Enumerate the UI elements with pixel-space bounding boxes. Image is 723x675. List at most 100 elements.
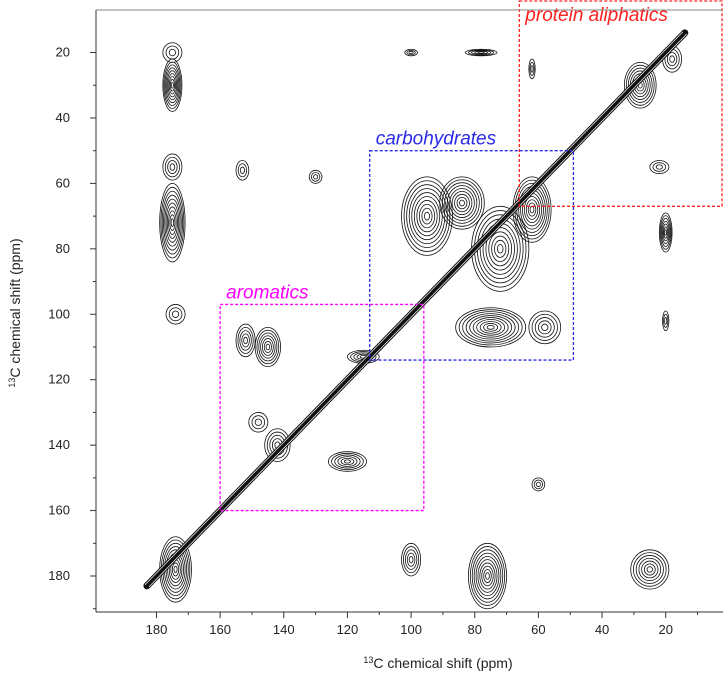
contour-level bbox=[483, 569, 492, 583]
contour-level bbox=[413, 196, 441, 237]
contour-level bbox=[469, 546, 506, 606]
contour-level bbox=[467, 542, 507, 610]
contour-level bbox=[630, 549, 670, 590]
contour-level bbox=[496, 244, 504, 254]
contour-level bbox=[403, 546, 420, 574]
x-tick-label: 60 bbox=[531, 622, 545, 637]
x-tick-label: 160 bbox=[209, 622, 231, 637]
contour-peak bbox=[235, 323, 256, 358]
contour-level bbox=[262, 338, 274, 356]
contour-level bbox=[451, 190, 473, 216]
contour-level bbox=[171, 310, 180, 318]
contour-peak bbox=[165, 304, 186, 325]
contour-level bbox=[439, 176, 485, 230]
contour-level bbox=[258, 332, 278, 362]
contour-level bbox=[486, 324, 495, 330]
contour-peak bbox=[630, 549, 670, 590]
contour-level bbox=[162, 153, 183, 181]
contour-peak bbox=[159, 183, 186, 263]
region-box bbox=[518, 0, 723, 207]
y-ticks: 20 40 60 80 100 120 140 160 180 bbox=[48, 45, 96, 610]
contour-peak bbox=[404, 48, 418, 57]
contour-peak bbox=[528, 58, 536, 80]
contour-level bbox=[237, 163, 248, 178]
contour-peak bbox=[658, 212, 673, 253]
y-tick-label: 80 bbox=[56, 241, 70, 256]
contour-peak bbox=[327, 451, 367, 472]
contour-level bbox=[660, 218, 671, 247]
contour-level bbox=[164, 64, 181, 107]
diagonal-contour-gap bbox=[144, 31, 684, 586]
contour-level bbox=[441, 179, 483, 227]
contour-level bbox=[167, 160, 178, 174]
contour-peak bbox=[455, 307, 527, 348]
contour-level bbox=[170, 218, 175, 227]
contour-level bbox=[165, 45, 180, 60]
contour-level bbox=[625, 64, 655, 106]
contour-peak bbox=[401, 542, 422, 577]
contour-level bbox=[471, 549, 504, 603]
contour-level bbox=[169, 214, 176, 231]
contour-level bbox=[475, 555, 500, 597]
contour-level bbox=[308, 169, 323, 184]
contour-level bbox=[649, 160, 670, 174]
contour-level bbox=[659, 215, 672, 250]
contour-level bbox=[237, 326, 254, 354]
contour-level bbox=[404, 549, 418, 570]
contour-level bbox=[331, 452, 364, 471]
contour-level bbox=[455, 307, 527, 348]
contour-level bbox=[627, 67, 653, 103]
contour-level bbox=[458, 309, 523, 346]
contour-level bbox=[646, 566, 653, 573]
contour-level bbox=[529, 205, 535, 214]
contour-level bbox=[416, 200, 438, 233]
contour-level bbox=[530, 65, 534, 73]
contour-level bbox=[658, 212, 673, 253]
contour-level bbox=[528, 310, 562, 345]
contour-level bbox=[167, 73, 178, 98]
contour-level bbox=[343, 459, 352, 464]
contour-level bbox=[256, 329, 280, 365]
contour-level bbox=[474, 50, 488, 55]
region-label: aromatics bbox=[226, 282, 309, 303]
contour-level bbox=[491, 235, 510, 262]
contour-level bbox=[421, 207, 433, 225]
diagonal-band bbox=[143, 29, 689, 590]
contour-level bbox=[327, 451, 367, 472]
contour-level bbox=[635, 555, 664, 584]
contour-peak bbox=[162, 58, 183, 112]
contour-level bbox=[454, 193, 470, 213]
contour-level bbox=[168, 307, 183, 322]
contour-level bbox=[239, 166, 245, 174]
contour-level bbox=[173, 565, 178, 574]
contour-level bbox=[165, 202, 180, 243]
contour-level bbox=[265, 343, 271, 351]
diagonal-contour-gap bbox=[148, 33, 688, 588]
contour-level bbox=[168, 48, 176, 57]
contour-level bbox=[462, 311, 520, 344]
contour-level bbox=[254, 418, 262, 426]
x-ticks: 180 160 140 120 100 80 60 40 20 bbox=[146, 612, 699, 637]
contour-level bbox=[488, 231, 513, 267]
contour-level bbox=[664, 317, 668, 325]
contour-level bbox=[662, 223, 669, 242]
contour-level bbox=[473, 552, 502, 600]
contour-level bbox=[638, 557, 662, 582]
contour-peak bbox=[467, 542, 507, 610]
contour-level bbox=[655, 164, 663, 170]
x-tick-label: 20 bbox=[658, 622, 672, 637]
contour-level bbox=[164, 198, 181, 247]
contour-level bbox=[472, 317, 509, 338]
x-tick-label: 140 bbox=[273, 622, 295, 637]
y-axis-label: 13C chemical shift (ppm) bbox=[7, 238, 23, 387]
contour-peak bbox=[308, 169, 323, 184]
y-tick-label: 140 bbox=[48, 437, 70, 452]
contour-level bbox=[531, 477, 546, 492]
contour-peak bbox=[254, 326, 281, 368]
contour-level bbox=[166, 206, 178, 239]
contour-level bbox=[465, 313, 516, 342]
contour-level bbox=[161, 190, 183, 255]
contour-peak bbox=[528, 310, 562, 345]
contour-level bbox=[340, 457, 355, 466]
